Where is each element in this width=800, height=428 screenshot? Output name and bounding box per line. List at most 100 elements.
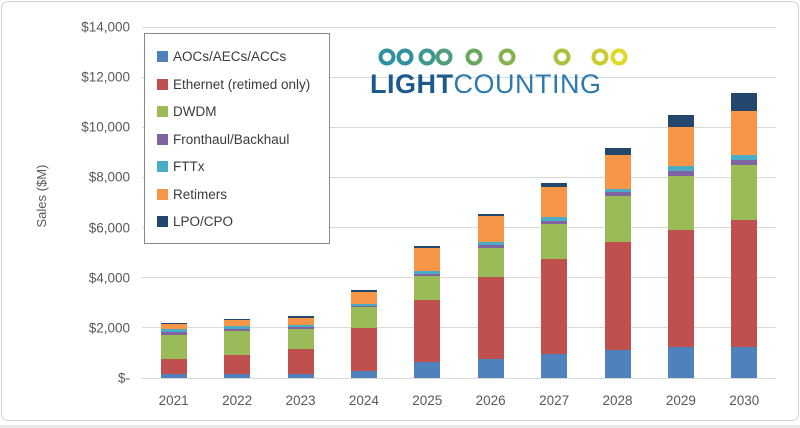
x-tick-label: 2026	[475, 393, 506, 408]
bar-segment	[160, 323, 187, 325]
bar-segment	[731, 164, 758, 220]
legend-swatch-icon	[157, 216, 168, 228]
legend-item: Fronthaul/Backhaul	[157, 126, 321, 154]
bar-2022	[224, 27, 251, 378]
bar-segment	[287, 316, 314, 319]
bar-segment	[350, 371, 377, 378]
bar-segment	[350, 291, 377, 305]
x-tick-label: 2030	[729, 393, 760, 408]
bar-segment	[350, 304, 377, 306]
bar-2027	[541, 27, 568, 378]
page-bottom-strip	[0, 425, 800, 428]
bar-segment	[477, 215, 504, 243]
gridline	[142, 227, 776, 229]
y-tick-label: $10,000	[81, 119, 130, 135]
bar-segment	[604, 196, 631, 243]
x-tick-label: 2025	[412, 393, 443, 408]
bar-2023	[287, 27, 314, 378]
x-tick-label: 2027	[539, 393, 570, 408]
logo-chain-icon	[372, 48, 636, 66]
y-tick-label: $6,000	[88, 220, 130, 236]
bar-segment	[160, 359, 187, 375]
gridline	[142, 377, 776, 379]
bar-segment	[667, 176, 694, 230]
bar-segment	[287, 324, 314, 327]
bar-segment	[604, 242, 631, 351]
y-tick-label: $2,000	[88, 320, 130, 336]
chart-frame: Sales ($M) AOCs/AECs/ACCs Ethernet (retim…	[1, 1, 799, 421]
bar-segment	[541, 220, 568, 224]
legend-item: AOCs/AECs/ACCs	[157, 43, 321, 71]
legend-item: Ethernet (retimed only)	[157, 71, 321, 99]
gridline	[142, 126, 776, 128]
bar-segment	[731, 110, 758, 155]
legend-label: Ethernet (retimed only)	[173, 76, 311, 92]
bar-segment	[604, 154, 631, 190]
bar-segment	[414, 362, 441, 378]
logo-word-counting: COUNTING	[453, 69, 602, 99]
bar-segment	[731, 159, 758, 165]
x-tick-label: 2024	[348, 393, 379, 408]
y-tick-label: $4,000	[88, 270, 130, 286]
bar-segment	[414, 270, 441, 274]
bar-segment	[160, 332, 187, 336]
bar-segment	[731, 92, 758, 111]
bar-segment	[160, 335, 187, 360]
legend-item: FTTx	[157, 153, 321, 181]
bar-segment	[287, 374, 314, 378]
bar-segment	[541, 187, 568, 218]
legend-swatch-icon	[157, 161, 168, 173]
legend-label: FTTx	[173, 159, 205, 175]
bar-2021	[160, 27, 187, 378]
bar-segment	[477, 276, 504, 360]
bar-segment	[350, 327, 377, 372]
bar-2030	[731, 27, 758, 378]
bar-segment	[414, 275, 441, 300]
bar-segment	[604, 350, 631, 378]
legend-swatch-icon	[157, 106, 168, 118]
legend-swatch-icon	[157, 188, 168, 200]
legend-item: Retimers	[157, 181, 321, 209]
legend-swatch-icon	[157, 51, 168, 63]
bar-segment	[667, 127, 694, 167]
bar-segment	[667, 115, 694, 128]
bar-segment	[350, 289, 377, 292]
bar-segment	[287, 318, 314, 325]
logo-wordmark: LIGHTCOUNTING	[370, 71, 640, 98]
bar-segment	[731, 154, 758, 160]
bar-segment	[160, 329, 187, 333]
bar-segment	[541, 223, 568, 260]
bar-segment	[541, 183, 568, 188]
legend: AOCs/AECs/ACCs Ethernet (retimed only) DWD…	[144, 33, 330, 244]
bar-segment	[224, 354, 251, 374]
legend-label: LPO/CPO	[173, 214, 234, 230]
bar-segment	[414, 246, 441, 249]
bar-2029	[667, 27, 694, 378]
bar-segment	[350, 305, 377, 308]
bar-segment	[731, 346, 758, 378]
bar-segment	[731, 219, 758, 347]
gridline	[142, 26, 776, 28]
y-tick-label: $8,000	[88, 169, 130, 185]
bar-segment	[224, 331, 251, 355]
bar-segment	[224, 320, 251, 326]
legend-label: AOCs/AECs/ACCs	[173, 49, 287, 65]
bar-segment	[477, 245, 504, 249]
bar-segment	[541, 217, 568, 221]
bar-2028	[604, 27, 631, 378]
bar-segment	[604, 189, 631, 193]
y-tick-label: $12,000	[81, 69, 130, 85]
bar-segment	[160, 324, 187, 330]
bar-segment	[477, 242, 504, 246]
bar-segment	[667, 166, 694, 172]
bar-2025	[414, 27, 441, 378]
bar-segment	[667, 346, 694, 378]
legend-label: DWDM	[173, 104, 217, 120]
x-tick-label: 2022	[222, 393, 253, 408]
bar-segment	[667, 229, 694, 347]
bar-segment	[350, 307, 377, 328]
y-tick-label: $14,000	[81, 19, 130, 35]
bar-segment	[414, 248, 441, 271]
bar-segment	[224, 328, 251, 332]
legend-label: Fronthaul/Backhaul	[173, 131, 290, 147]
